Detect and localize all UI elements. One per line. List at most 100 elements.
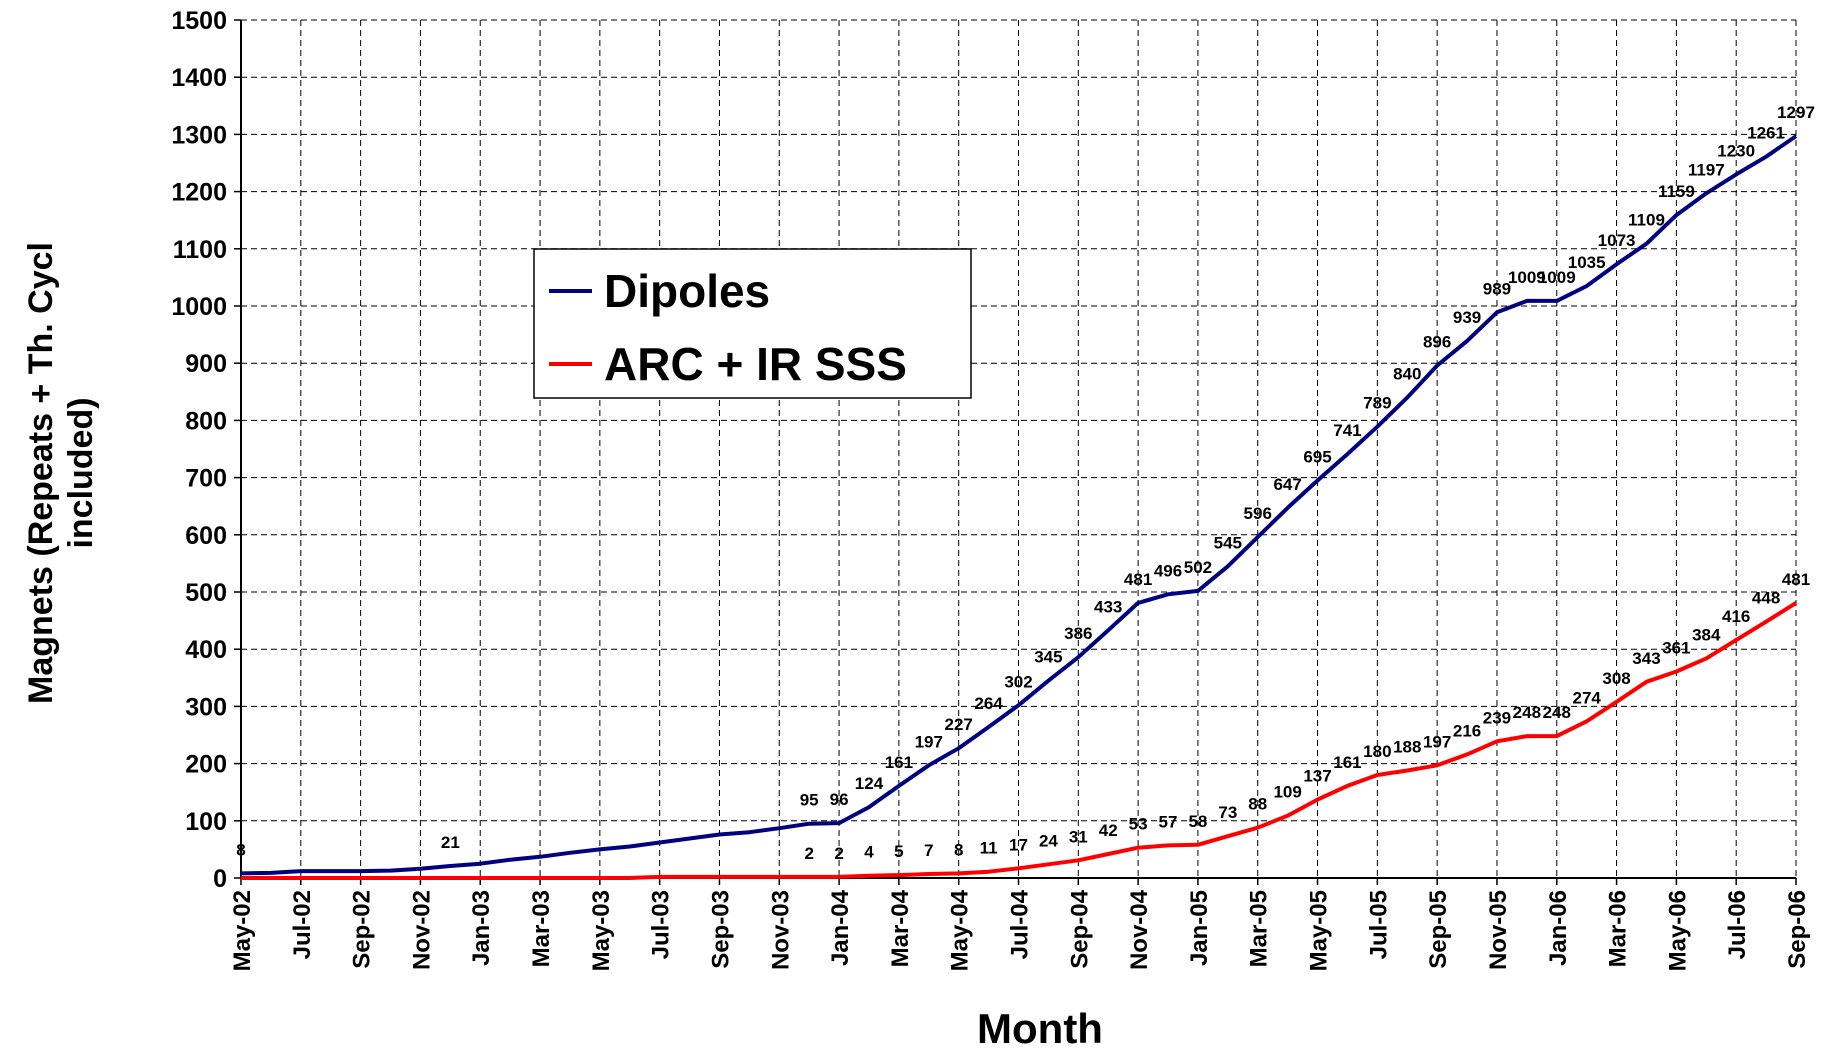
y-axis-title: Magnets (Repeats + Th. Cycl bbox=[22, 242, 60, 704]
y-tick-label: 1300 bbox=[171, 121, 227, 149]
x-axis-title: Month bbox=[977, 1005, 1103, 1051]
data-label: 7 bbox=[924, 841, 933, 860]
data-label: 4 bbox=[864, 843, 874, 862]
x-tick-label: Mar-04 bbox=[887, 889, 914, 967]
y-tick-label: 0 bbox=[213, 865, 227, 893]
data-label: 137 bbox=[1303, 767, 1331, 786]
data-label: 545 bbox=[1214, 533, 1242, 552]
x-tick-label: Nov-05 bbox=[1485, 890, 1512, 970]
data-label: 433 bbox=[1094, 597, 1122, 616]
data-label: 188 bbox=[1393, 737, 1421, 756]
data-label: 896 bbox=[1423, 332, 1451, 351]
x-tick-label: Jan-05 bbox=[1186, 890, 1213, 966]
data-label: 197 bbox=[1423, 732, 1451, 751]
x-tick-label: May-05 bbox=[1306, 890, 1333, 971]
data-label: 1009 bbox=[1538, 268, 1576, 287]
y-tick-label: 1200 bbox=[171, 179, 227, 207]
data-label: 989 bbox=[1483, 279, 1511, 298]
data-label: 789 bbox=[1363, 394, 1391, 413]
legend-label: Dipoles bbox=[604, 265, 770, 317]
data-label: 1297 bbox=[1777, 103, 1815, 122]
data-label: 481 bbox=[1782, 570, 1810, 589]
data-label: 1035 bbox=[1568, 253, 1606, 272]
data-label: 8 bbox=[236, 840, 245, 859]
x-tick-label: May-02 bbox=[229, 890, 256, 971]
y-tick-label: 1100 bbox=[173, 236, 227, 264]
x-tick-label: May-06 bbox=[1664, 890, 1691, 971]
x-tick-label: Jul-05 bbox=[1365, 890, 1392, 959]
data-label: 741 bbox=[1333, 421, 1361, 440]
series-line bbox=[241, 601, 1798, 880]
data-label: 384 bbox=[1692, 625, 1721, 644]
data-label: 124 bbox=[855, 774, 884, 793]
x-tick-label: Nov-04 bbox=[1126, 889, 1153, 970]
data-label: 58 bbox=[1188, 812, 1207, 831]
x-tick-label: May-03 bbox=[588, 890, 615, 971]
x-tick-label: Jul-03 bbox=[648, 890, 675, 959]
data-label: 180 bbox=[1363, 742, 1391, 761]
data-label: 647 bbox=[1273, 475, 1301, 494]
x-tick-label: Sep-06 bbox=[1784, 890, 1811, 969]
x-tick-label: Sep-03 bbox=[707, 890, 734, 969]
data-label: 42 bbox=[1099, 821, 1118, 840]
data-label: 161 bbox=[1333, 753, 1361, 772]
data-label: 502 bbox=[1184, 558, 1212, 577]
data-label: 31 bbox=[1069, 827, 1088, 846]
x-tick-label: Jan-06 bbox=[1545, 890, 1572, 966]
data-label: 17 bbox=[1009, 835, 1028, 854]
y-tick-label: 400 bbox=[185, 636, 227, 664]
y-tick-label: 700 bbox=[185, 465, 227, 493]
data-label: 695 bbox=[1303, 447, 1331, 466]
data-label: 496 bbox=[1154, 561, 1182, 580]
x-tick-label: May-04 bbox=[947, 889, 974, 971]
data-label: 2 bbox=[804, 844, 813, 863]
data-label: 161 bbox=[885, 753, 913, 772]
data-label: 416 bbox=[1722, 607, 1750, 626]
y-tick-label: 800 bbox=[185, 407, 227, 435]
data-label: 88 bbox=[1248, 795, 1267, 814]
data-label: 96 bbox=[830, 790, 849, 809]
data-label: 248 bbox=[1543, 703, 1571, 722]
data-label: 308 bbox=[1602, 669, 1630, 688]
data-label: 2 bbox=[834, 844, 843, 863]
data-label: 11 bbox=[980, 839, 998, 858]
data-label: 343 bbox=[1632, 649, 1660, 668]
y-tick-label: 1500 bbox=[171, 7, 227, 35]
x-tick-label: Jan-03 bbox=[468, 890, 495, 966]
data-label: 939 bbox=[1453, 308, 1481, 327]
x-tick-label: Sep-04 bbox=[1066, 889, 1093, 968]
data-label: 53 bbox=[1129, 815, 1148, 834]
x-tick-label: Sep-02 bbox=[349, 890, 376, 969]
y-tick-label: 900 bbox=[185, 350, 227, 378]
y-axis-title: included) bbox=[62, 397, 100, 548]
x-tick-label: Mar-03 bbox=[528, 890, 555, 967]
data-label: 448 bbox=[1752, 589, 1780, 608]
data-label: 1261 bbox=[1747, 124, 1785, 143]
data-label: 1109 bbox=[1628, 211, 1665, 230]
data-label: 95 bbox=[800, 791, 819, 810]
x-tick-label: Jul-04 bbox=[1007, 889, 1034, 959]
y-tick-label: 600 bbox=[185, 522, 227, 550]
data-label: 248 bbox=[1513, 703, 1541, 722]
data-label: 216 bbox=[1453, 721, 1481, 740]
data-label: 239 bbox=[1483, 708, 1511, 727]
data-label: 1009 bbox=[1508, 268, 1546, 287]
data-label: 481 bbox=[1124, 570, 1152, 589]
x-tick-label: Sep-05 bbox=[1425, 890, 1452, 969]
data-label: 24 bbox=[1039, 831, 1058, 850]
data-label: 274 bbox=[1572, 688, 1601, 707]
data-label: 1159 bbox=[1658, 182, 1695, 201]
data-label: 57 bbox=[1159, 812, 1178, 831]
x-tick-label: Mar-06 bbox=[1605, 890, 1632, 967]
data-label: 21 bbox=[441, 833, 460, 852]
y-tick-label: 500 bbox=[185, 579, 227, 607]
x-tick-label: Jul-02 bbox=[289, 890, 316, 959]
legend-box bbox=[533, 248, 972, 399]
y-tick-label: 1400 bbox=[171, 64, 227, 92]
data-label: 227 bbox=[945, 715, 973, 734]
data-label: 8 bbox=[954, 840, 963, 859]
x-tick-label: Mar-05 bbox=[1246, 890, 1273, 967]
data-label: 1197 bbox=[1688, 160, 1725, 179]
y-tick-label: 1000 bbox=[171, 293, 227, 321]
